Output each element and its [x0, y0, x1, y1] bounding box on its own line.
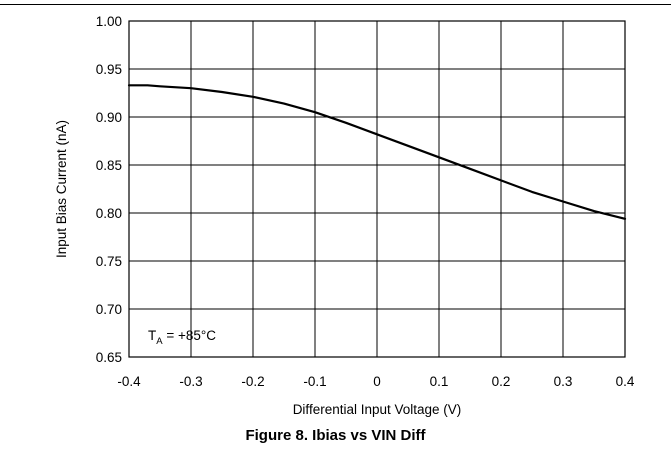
y-tick-label: 0.85 — [96, 158, 122, 173]
y-tick-labels: 0.65 0.70 0.75 0.80 0.85 0.90 0.95 1.00 — [96, 14, 122, 365]
x-tick-label: -0.3 — [179, 374, 202, 389]
y-tick-label: 1.00 — [96, 14, 122, 29]
y-tick-label: 0.75 — [96, 254, 122, 269]
x-tick-label: 0.4 — [616, 374, 635, 389]
y-tick-label: 0.90 — [96, 110, 122, 125]
x-tick-label: -0.1 — [303, 374, 326, 389]
x-tick-label: -0.4 — [117, 374, 141, 389]
x-tick-label: 0 — [373, 374, 381, 389]
y-axis-title: Input Bias Current (nA) — [54, 120, 69, 258]
annotation-rest: = +85°C — [163, 328, 217, 343]
x-axis-title: Differential Input Voltage (V) — [293, 402, 462, 417]
y-tick-label: 0.95 — [96, 62, 122, 77]
x-tick-label: 0.1 — [430, 374, 449, 389]
x-tick-label: 0.2 — [492, 374, 511, 389]
plot-frame — [128, 20, 626, 358]
x-tick-label: 0.3 — [554, 374, 573, 389]
grid — [128, 20, 626, 358]
x-tick-labels: -0.4 -0.3 -0.2 -0.1 0 0.1 0.2 0.3 0.4 — [117, 374, 635, 389]
series-layer — [127, 84, 627, 220]
top-rule — [0, 4, 671, 5]
y-tick-label: 0.70 — [96, 302, 122, 317]
y-tick-label: 0.80 — [96, 206, 122, 221]
ibias-curve — [127, 84, 627, 220]
chart: 0.650.700.750.800.850.900.951.00 -0.4 -0.… — [54, 14, 635, 417]
annotation-main: T — [148, 328, 156, 343]
annotation-subscript: A — [156, 336, 163, 347]
temperature-annotation: TA = +85°C — [148, 328, 216, 347]
x-tick-label: -0.2 — [241, 374, 264, 389]
y-tick-label: 0.65 — [96, 350, 122, 365]
figure-caption: Figure 8. Ibias vs VIN Diff — [245, 427, 426, 444]
